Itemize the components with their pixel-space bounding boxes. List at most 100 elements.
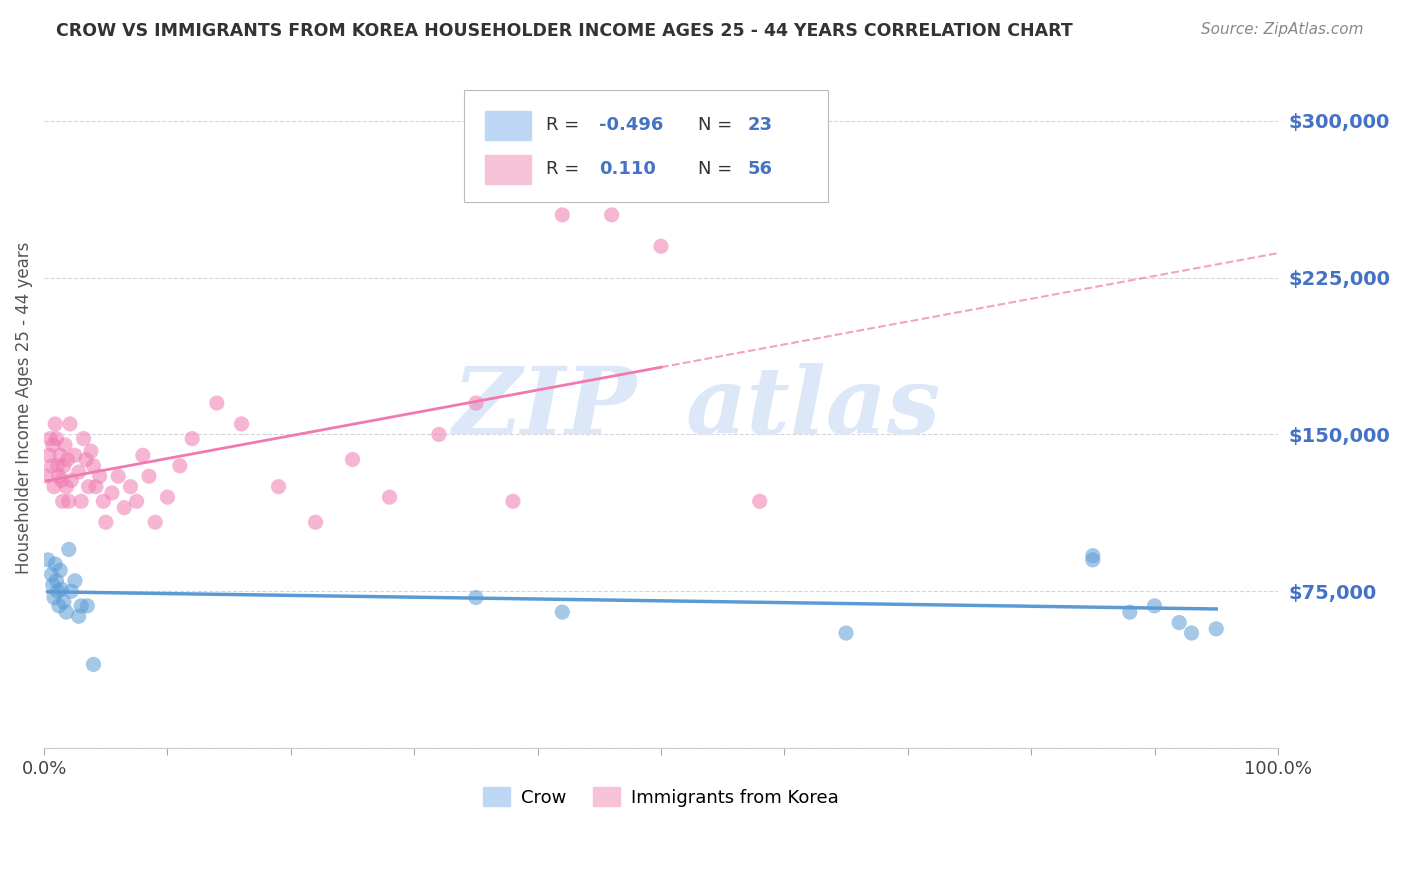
- Point: [48, 469, 70, 483]
- Point: [37, 553, 59, 567]
- Point: [39, 432, 62, 446]
- FancyBboxPatch shape: [464, 90, 828, 202]
- Point: [56, 452, 79, 467]
- Point: [49, 448, 72, 462]
- Point: [551, 208, 574, 222]
- Point: [835, 626, 858, 640]
- Text: N =: N =: [697, 116, 733, 135]
- Point: [304, 515, 326, 529]
- Point: [1180, 626, 1202, 640]
- Point: [342, 452, 364, 467]
- Point: [1119, 605, 1142, 619]
- FancyBboxPatch shape: [485, 111, 531, 140]
- FancyBboxPatch shape: [485, 154, 531, 185]
- Point: [427, 427, 450, 442]
- Point: [101, 486, 124, 500]
- Point: [35, 469, 58, 483]
- Point: [52, 458, 75, 473]
- Point: [125, 494, 148, 508]
- Legend: Crow, Immigrants from Korea: Crow, Immigrants from Korea: [475, 780, 846, 814]
- Point: [55, 605, 77, 619]
- Point: [67, 465, 90, 479]
- Point: [70, 599, 93, 613]
- Point: [600, 208, 623, 222]
- Text: -0.496: -0.496: [599, 116, 664, 135]
- Point: [53, 438, 76, 452]
- Text: Source: ZipAtlas.com: Source: ZipAtlas.com: [1201, 22, 1364, 37]
- Point: [112, 500, 135, 515]
- Point: [1081, 549, 1104, 563]
- Point: [60, 474, 83, 488]
- Point: [267, 480, 290, 494]
- Point: [107, 469, 129, 483]
- Point: [48, 599, 70, 613]
- Point: [72, 432, 94, 446]
- Point: [748, 494, 770, 508]
- Point: [91, 494, 114, 508]
- Point: [55, 480, 77, 494]
- Text: R =: R =: [547, 116, 579, 135]
- Point: [46, 458, 69, 473]
- Point: [82, 458, 104, 473]
- Point: [465, 396, 488, 410]
- Point: [650, 239, 672, 253]
- Point: [1143, 599, 1166, 613]
- Point: [169, 458, 191, 473]
- Point: [51, 582, 73, 596]
- Point: [42, 578, 65, 592]
- Point: [38, 448, 60, 462]
- Point: [84, 480, 107, 494]
- Point: [42, 591, 65, 605]
- Point: [58, 494, 80, 508]
- Point: [551, 605, 574, 619]
- Point: [120, 480, 142, 494]
- Point: [52, 494, 75, 508]
- Point: [1205, 622, 1227, 636]
- Point: [143, 515, 166, 529]
- Point: [63, 574, 86, 588]
- Point: [138, 469, 160, 483]
- Text: 0.110: 0.110: [599, 161, 657, 178]
- Text: N =: N =: [697, 161, 733, 178]
- Point: [44, 557, 66, 571]
- Point: [82, 657, 104, 672]
- Point: [42, 438, 65, 452]
- Point: [75, 452, 97, 467]
- Point: [67, 609, 90, 624]
- Point: [45, 432, 67, 446]
- Point: [80, 444, 103, 458]
- Point: [1081, 553, 1104, 567]
- Point: [132, 448, 155, 462]
- Point: [63, 448, 86, 462]
- Point: [181, 432, 204, 446]
- Point: [59, 417, 82, 431]
- Point: [94, 515, 117, 529]
- Y-axis label: Householder Income Ages 25 - 44 years: Householder Income Ages 25 - 44 years: [15, 242, 32, 574]
- Point: [52, 595, 75, 609]
- Text: 23: 23: [748, 116, 772, 135]
- Point: [58, 542, 80, 557]
- Point: [77, 480, 100, 494]
- Point: [49, 563, 72, 577]
- Text: CROW VS IMMIGRANTS FROM KOREA HOUSEHOLDER INCOME AGES 25 - 44 YEARS CORRELATION : CROW VS IMMIGRANTS FROM KOREA HOUSEHOLDE…: [56, 22, 1073, 40]
- Text: atlas: atlas: [686, 363, 941, 453]
- Point: [231, 417, 253, 431]
- Text: ZIP: ZIP: [453, 363, 637, 453]
- Point: [51, 474, 73, 488]
- Point: [378, 490, 401, 504]
- Point: [205, 396, 228, 410]
- Point: [76, 599, 98, 613]
- Point: [156, 490, 179, 504]
- Point: [46, 584, 69, 599]
- Point: [44, 417, 66, 431]
- Point: [89, 469, 111, 483]
- Point: [42, 480, 65, 494]
- Text: R =: R =: [547, 161, 579, 178]
- Point: [502, 494, 524, 508]
- Text: 56: 56: [748, 161, 772, 178]
- Point: [41, 567, 63, 582]
- Point: [41, 458, 63, 473]
- Point: [60, 584, 83, 599]
- Point: [1168, 615, 1191, 630]
- Point: [45, 574, 67, 588]
